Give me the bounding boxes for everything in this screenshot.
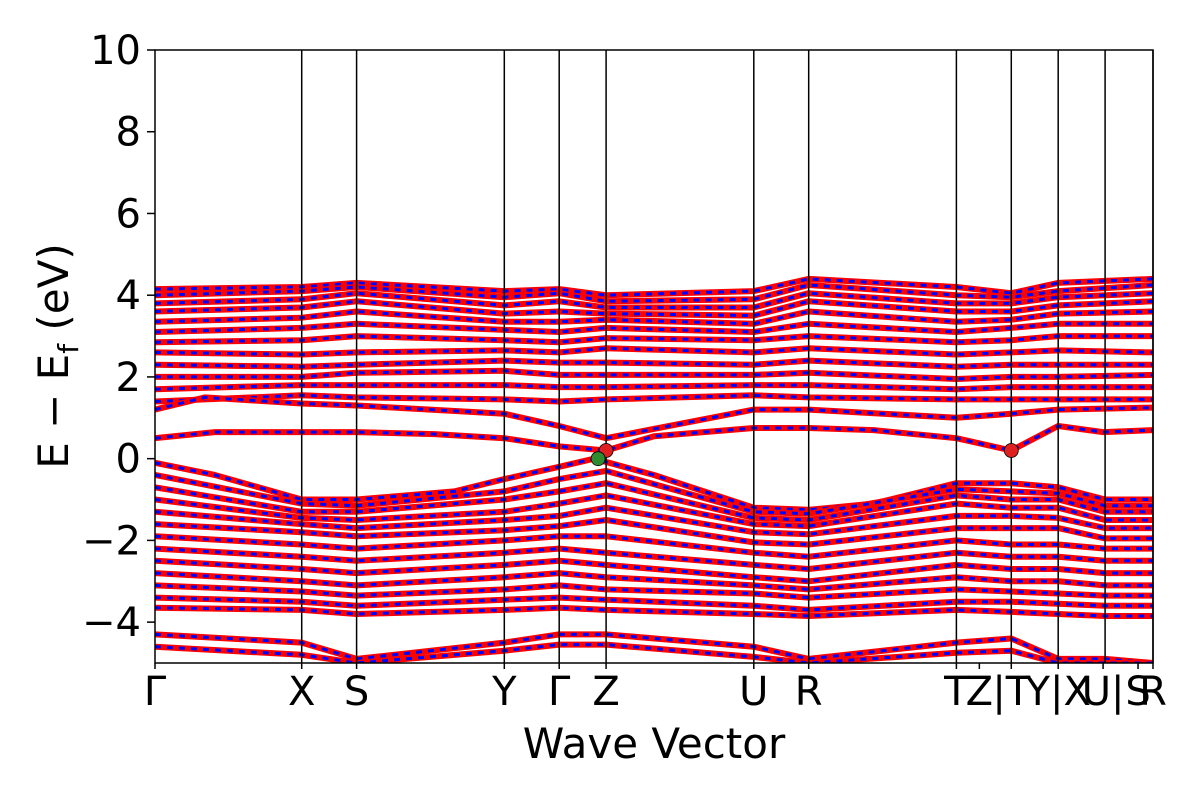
x-tick-label: |T — [992, 669, 1030, 715]
x-axis-label: Wave Vector — [523, 719, 786, 768]
y-axis-label-sub: f — [52, 343, 85, 354]
x-tick-label: R — [795, 669, 823, 715]
conduction-band-0-down — [155, 277, 1153, 297]
conduction-band-11-down — [155, 393, 1153, 404]
x-axis: Γ X S Y Γ Z U R TZ |TY|XU| SR — [144, 663, 1167, 715]
x-tick-label: T — [943, 669, 969, 715]
conduction-band-6-down — [155, 334, 1153, 344]
valence-band-0-down — [155, 457, 1153, 512]
x-tick-label: Z — [966, 669, 993, 715]
y-tick-label: 2 — [116, 355, 141, 401]
y-axis: −4 −2 0 2 4 6 8 10 — [82, 28, 155, 646]
conduction-band-10-down — [155, 383, 1153, 391]
x-tick-label: Y — [491, 669, 517, 715]
y-tick-label: 6 — [116, 191, 141, 237]
x-tick-label: S — [1125, 669, 1150, 715]
x-tick-label: Z — [592, 669, 619, 715]
y-tick-label: −4 — [82, 600, 141, 646]
y-tick-label: 0 — [116, 437, 141, 483]
vbm-marker-2 — [590, 451, 606, 467]
extrema-markers — [590, 443, 1019, 467]
y-axis-label: E − Ef (eV) — [29, 243, 85, 469]
y-tick-label: 8 — [116, 110, 141, 156]
x-tick-label: Γ — [548, 669, 571, 715]
conduction-band-5-down — [155, 322, 1153, 334]
y-tick-label: 10 — [90, 28, 141, 74]
conduction-band-7-down — [155, 346, 1153, 357]
conduction-band-1-down — [155, 283, 1153, 303]
x-tick-label: R — [1139, 669, 1167, 715]
x-tick-label: X — [288, 669, 315, 715]
x-tick-label: U| — [1082, 669, 1125, 715]
conduction-band-4-down — [155, 309, 1153, 326]
y-axis-label-unit: (eV) — [29, 243, 78, 344]
x-tick-label: Γ — [144, 669, 167, 715]
conduction-band-2-down — [155, 291, 1153, 309]
conduction-band-3-down — [155, 299, 1153, 318]
y-tick-label: 4 — [116, 273, 141, 319]
y-axis-label-main: E − E — [29, 354, 78, 469]
x-tick-label: U — [739, 669, 768, 715]
cbm-marker-1 — [1003, 443, 1019, 458]
valence-band-14-down — [155, 643, 1153, 663]
conduction-band-13-down — [155, 424, 1153, 453]
y-tick-label: −2 — [82, 518, 141, 564]
plot-frame — [154, 49, 1154, 664]
x-tick-label: S — [344, 669, 369, 715]
conduction-band-8-down — [155, 359, 1153, 369]
conduction-band-9-down — [155, 369, 1153, 381]
x-tick-label: Y|X — [1025, 669, 1091, 715]
